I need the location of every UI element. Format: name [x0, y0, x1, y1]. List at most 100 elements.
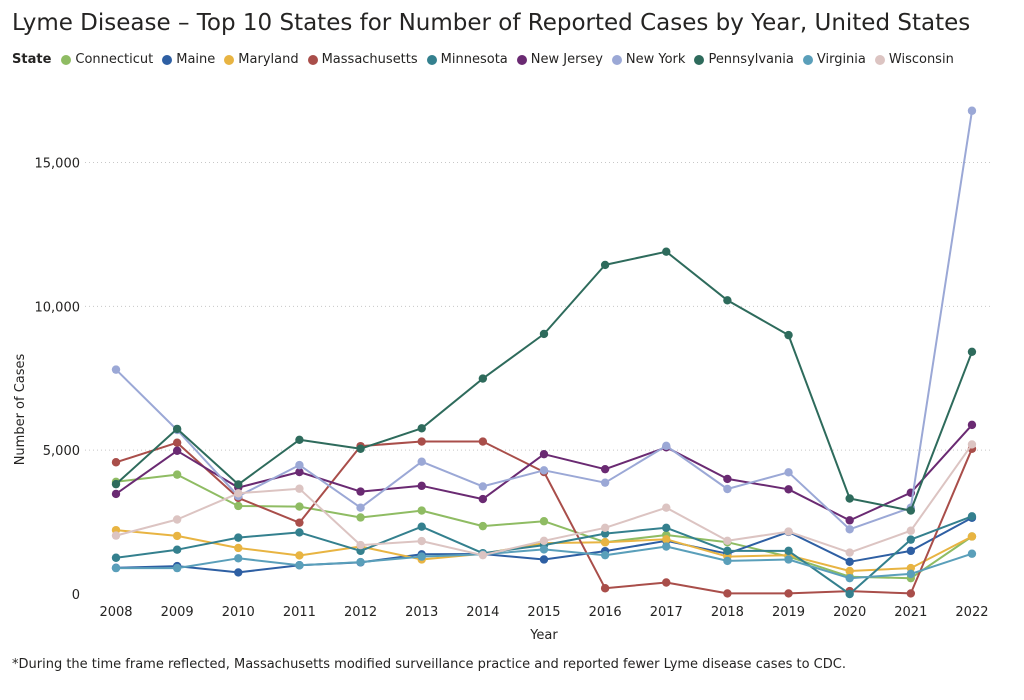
data-point-wisconsin [234, 489, 243, 498]
data-point-pennsylvania [906, 506, 916, 515]
legend-marker [611, 54, 622, 65]
footnote: *During the time frame reflected, Massac… [12, 657, 846, 672]
data-point-new-york [662, 441, 671, 451]
legend-marker [307, 54, 318, 65]
data-point-pennsylvania [784, 330, 793, 340]
data-point-maine [906, 546, 916, 556]
data-point-massachusetts [478, 437, 488, 446]
data-point-new-york [417, 457, 426, 466]
data-point-wisconsin [662, 503, 671, 512]
data-point-pennsylvania [967, 347, 977, 357]
data-point-maryland [295, 551, 304, 560]
legend-item-massachusetts[interactable]: Massachusetts [307, 52, 418, 67]
chart-title: Lyme Disease – Top 10 States for Number … [12, 10, 971, 36]
data-point-connecticut [356, 513, 365, 522]
data-point-pennsylvania [662, 247, 671, 256]
data-point-virginia [295, 561, 304, 570]
legend-marker [224, 54, 235, 65]
data-point-minnesota [784, 546, 793, 556]
y-tick-label: 15,000 [35, 157, 81, 172]
data-point-connecticut [417, 506, 426, 515]
legend-item-new-jersey[interactable]: New Jersey [516, 52, 603, 67]
data-point-minnesota [417, 522, 426, 531]
legend-item-pennsylvania[interactable]: Pennsylvania [694, 52, 794, 67]
legend-item-virginia[interactable]: Virginia [802, 52, 866, 67]
data-point-maine [845, 557, 854, 566]
legend-label: Pennsylvania [708, 52, 794, 67]
y-tick-label: 0 [72, 588, 80, 603]
data-point-wisconsin [111, 531, 121, 540]
data-point-new-york [478, 482, 488, 491]
data-point-wisconsin [967, 440, 977, 449]
data-point-minnesota [172, 545, 182, 554]
x-tick-label: 2019 [772, 605, 805, 620]
x-tick-label: 2014 [466, 605, 499, 620]
data-point-connecticut [295, 502, 304, 511]
legend-marker [162, 54, 173, 65]
series-new-york [111, 106, 977, 534]
legend-label: Massachusetts [321, 52, 418, 67]
x-tick-label: 2009 [161, 605, 194, 620]
y-axis-title: Number of Cases [13, 353, 28, 465]
data-point-minnesota [295, 528, 304, 537]
data-point-pennsylvania [600, 260, 610, 270]
data-point-massachusetts [172, 438, 182, 447]
series-virginia [111, 542, 977, 583]
data-point-wisconsin [356, 540, 365, 550]
legend-item-minnesota[interactable]: Minnesota [426, 52, 508, 67]
data-point-pennsylvania [478, 374, 488, 383]
data-point-maryland [845, 566, 854, 576]
data-point-massachusetts [662, 578, 671, 587]
data-point-maryland [967, 532, 977, 541]
data-point-connecticut [539, 517, 549, 526]
data-point-massachusetts [600, 584, 610, 593]
data-point-new-york [723, 484, 732, 494]
data-point-maine [539, 555, 549, 564]
data-point-pennsylvania [723, 296, 732, 305]
data-point-new-jersey [784, 485, 793, 494]
data-point-pennsylvania [111, 479, 121, 489]
data-point-wisconsin [295, 484, 304, 493]
legend-items: Connecticut Maine Maryland Massachusetts Min… [61, 52, 962, 67]
data-point-connecticut [234, 501, 243, 511]
legend-label: Maryland [238, 52, 299, 67]
data-point-massachusetts [111, 458, 121, 467]
data-point-minnesota [723, 546, 732, 556]
data-point-pennsylvania [539, 329, 549, 339]
legend-item-maryland[interactable]: Maryland [224, 52, 299, 67]
legend-marker [694, 54, 705, 65]
data-point-minnesota [662, 523, 671, 533]
x-tick-label: 2022 [955, 605, 988, 620]
data-point-wisconsin [172, 515, 182, 524]
series-pennsylvania [111, 247, 977, 515]
x-tick-label: 2015 [527, 605, 560, 620]
legend-item-connecticut[interactable]: Connecticut [61, 52, 153, 67]
data-point-new-jersey [478, 494, 488, 504]
data-point-virginia [356, 557, 365, 567]
data-point-new-jersey [172, 446, 182, 455]
data-point-maryland [172, 531, 182, 541]
data-point-minnesota [234, 533, 243, 542]
data-point-virginia [967, 549, 977, 558]
y-tick-label: 5,000 [43, 444, 80, 459]
legend-item-maine[interactable]: Maine [162, 52, 215, 67]
legend-label: Connecticut [75, 52, 154, 67]
legend-label: Wisconsin [888, 52, 954, 67]
data-point-maryland [906, 563, 916, 573]
legend-marker [516, 54, 527, 65]
legend-item-wisconsin[interactable]: Wisconsin [874, 52, 954, 67]
data-point-new-york [600, 478, 610, 487]
series-line-minnesota [115, 515, 973, 595]
x-tick-label: 2020 [833, 605, 866, 620]
x-tick-label: 2012 [344, 605, 377, 620]
series-wisconsin [111, 440, 977, 560]
data-point-new-york [845, 525, 854, 534]
data-point-virginia [539, 545, 549, 554]
x-tick-label: 2011 [283, 605, 316, 620]
x-axis-title: Year [529, 628, 558, 643]
data-point-new-york [295, 460, 304, 470]
legend-item-new-york[interactable]: New York [611, 52, 685, 67]
data-point-connecticut [172, 470, 182, 479]
data-point-maryland [600, 538, 610, 547]
x-tick-label: 2017 [650, 605, 683, 620]
